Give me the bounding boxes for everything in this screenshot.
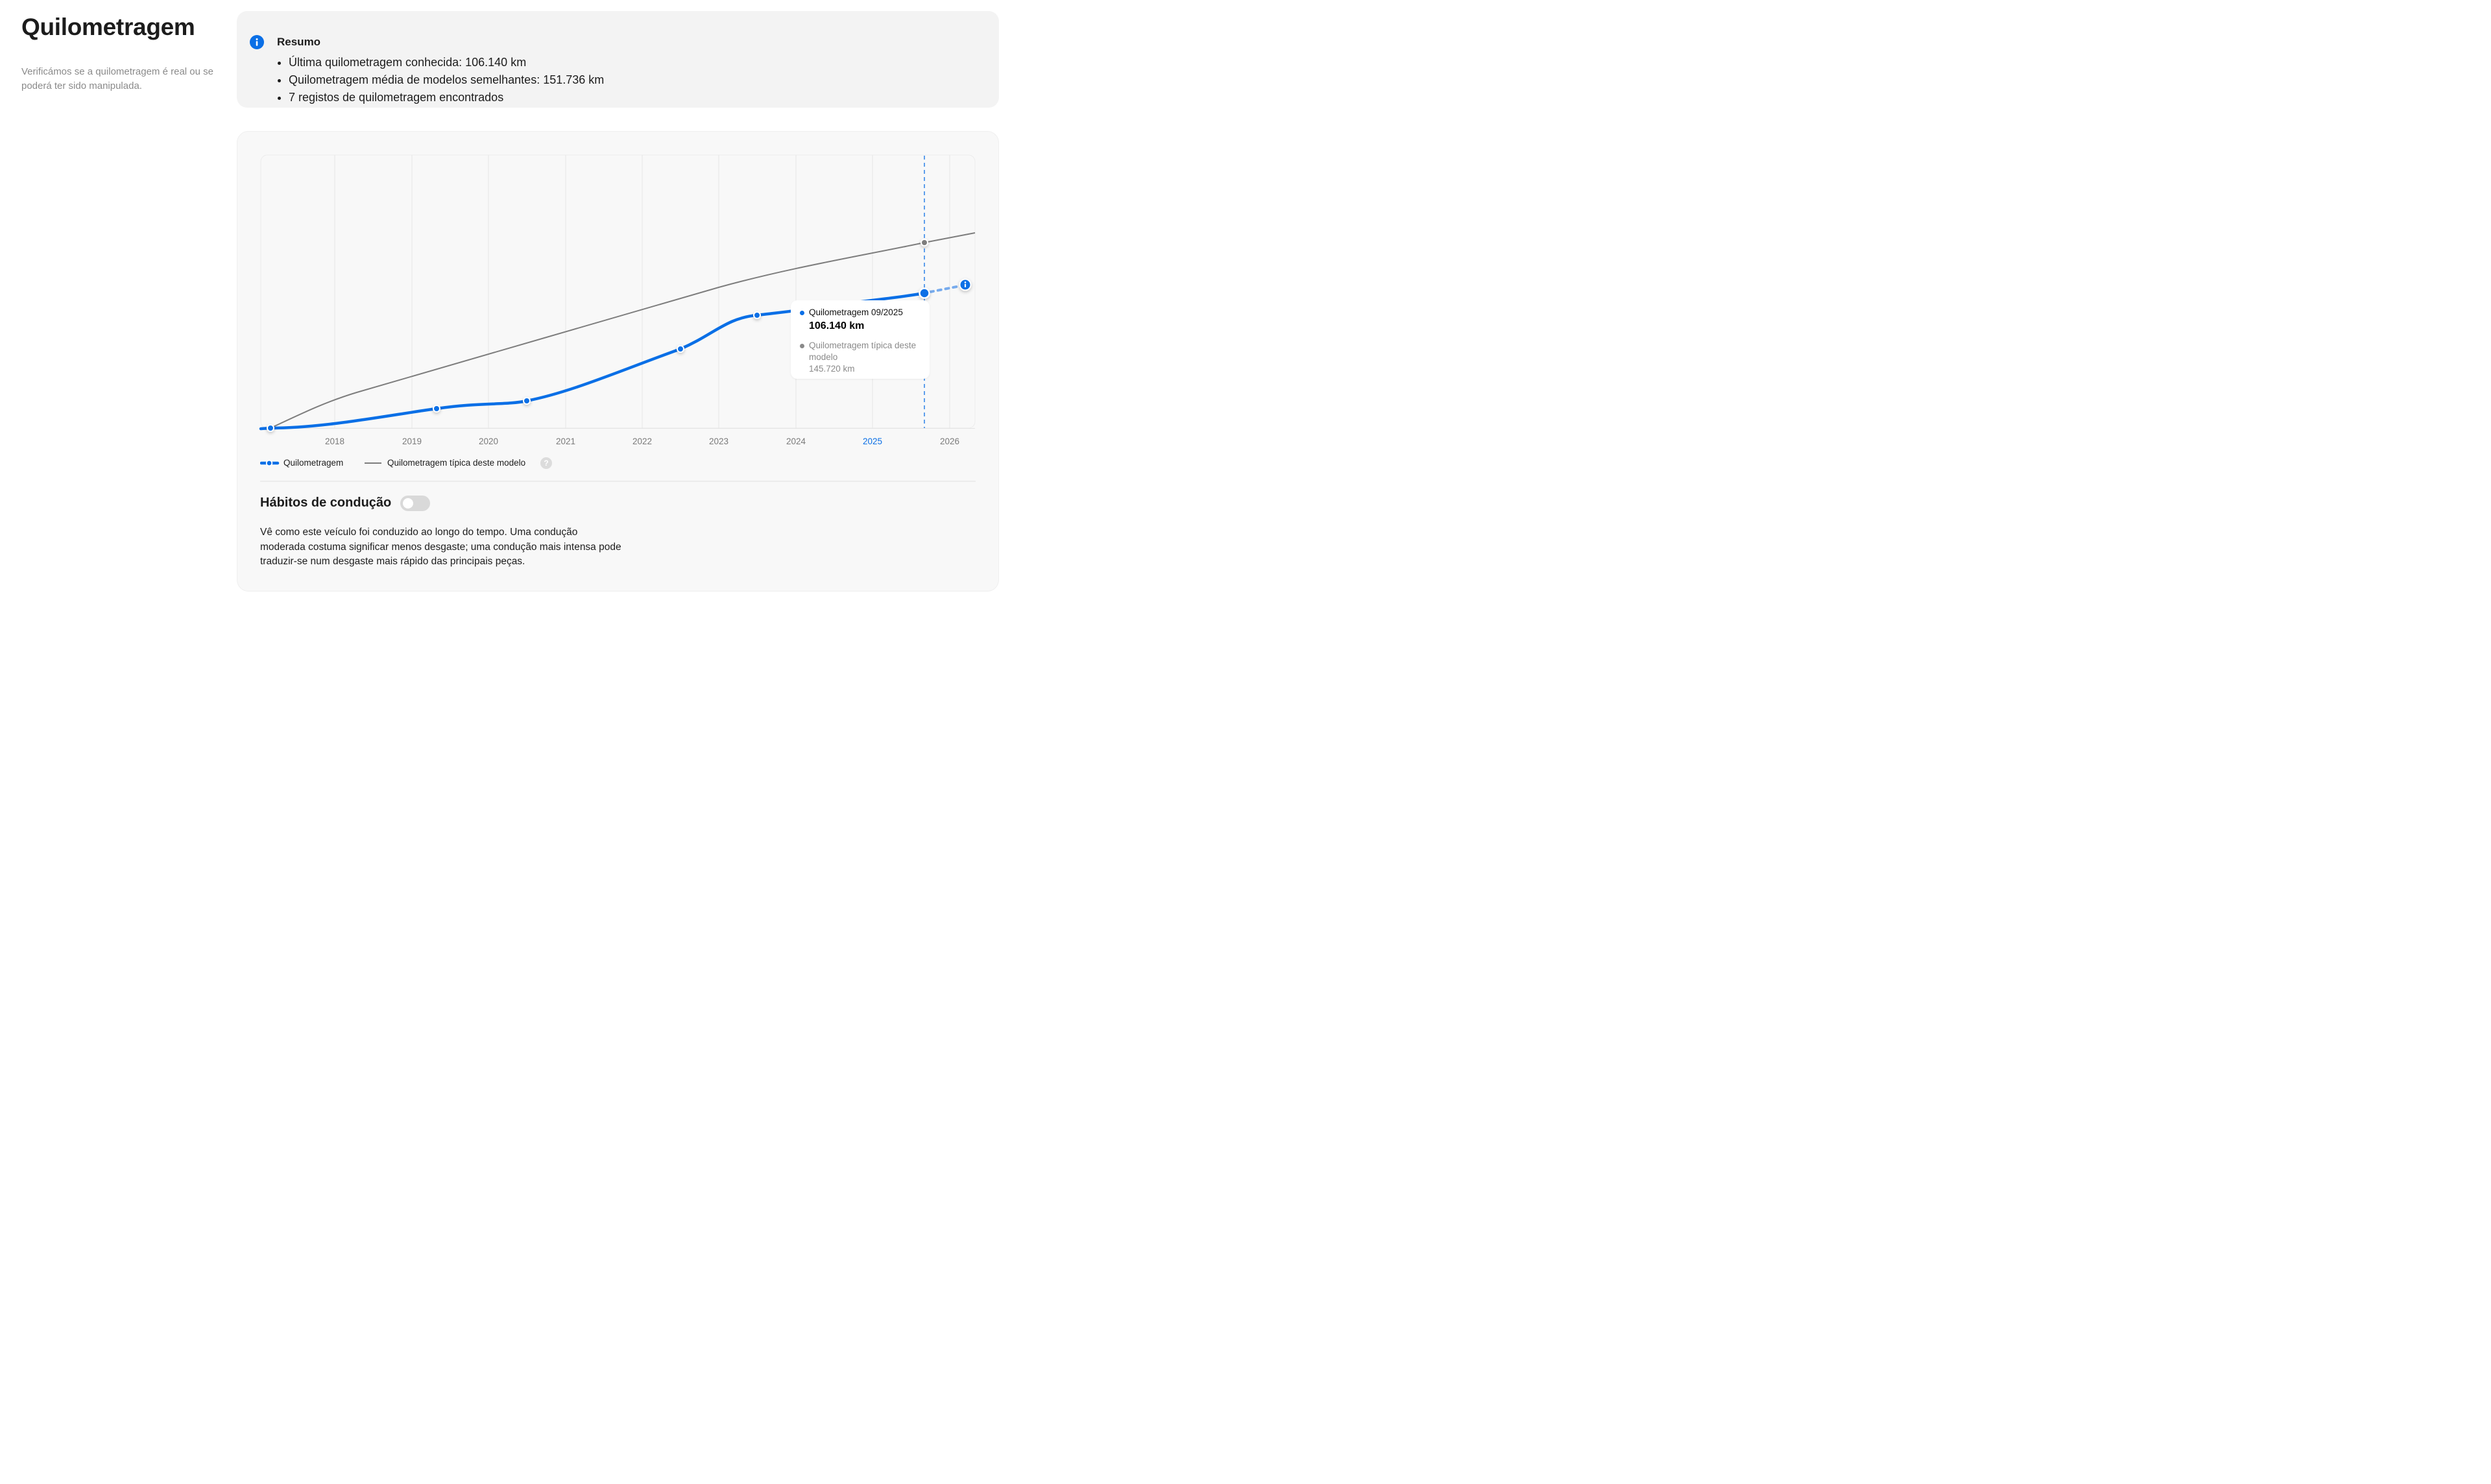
x-tick-2021: 2021 bbox=[555, 437, 576, 446]
chart-tooltip: Quilometragem 09/2025 106.140 km Quilome… bbox=[791, 300, 930, 379]
data-point[interactable] bbox=[677, 345, 684, 353]
x-tick-2026: 2026 bbox=[939, 437, 960, 446]
page-title: Quilometragem bbox=[21, 14, 195, 40]
projection-info-icon[interactable] bbox=[959, 278, 972, 291]
summary-item: 7 registos de quilometragem encontrados bbox=[289, 89, 604, 106]
typical-mileage-line bbox=[270, 232, 976, 429]
x-tick-2018: 2018 bbox=[324, 437, 345, 446]
info-icon bbox=[250, 35, 264, 49]
page-header: Quilometragem Verificámos se a quilometr… bbox=[21, 13, 216, 93]
toggle-knob bbox=[403, 498, 413, 509]
driving-habits-title: Hábitos de condução bbox=[260, 496, 392, 510]
mileage-dot-icon bbox=[800, 311, 804, 315]
x-tick-2020: 2020 bbox=[478, 437, 499, 446]
page-description: Verificámos se a quilometragem é real ou… bbox=[21, 66, 213, 91]
x-tick-2025: 2025 bbox=[862, 437, 883, 446]
section-divider bbox=[260, 481, 976, 482]
summary-list: Última quilometragem conhecida: 106.140 … bbox=[277, 54, 604, 106]
data-point[interactable] bbox=[267, 424, 274, 432]
data-point-active[interactable] bbox=[919, 287, 930, 299]
tooltip-mileage: Quilometragem 09/2025 106.140 km bbox=[800, 307, 922, 333]
mileage-points[interactable] bbox=[267, 239, 930, 432]
mileage-legend-icon bbox=[260, 459, 280, 467]
tooltip-typical: Quilometragem típica deste modelo 145.72… bbox=[800, 340, 922, 375]
x-tick-2024: 2024 bbox=[786, 437, 806, 446]
x-tick-2022: 2022 bbox=[632, 437, 653, 446]
tooltip-typical-label: Quilometragem típica deste modelo bbox=[809, 341, 917, 362]
typical-dot-icon bbox=[800, 344, 804, 348]
tooltip-typical-value: 145.720 km bbox=[809, 364, 855, 374]
driving-habits-description: Vê como este veículo foi conduzido ao lo… bbox=[260, 527, 621, 567]
mileage-projection bbox=[929, 285, 961, 293]
legend-mileage[interactable]: Quilometragem bbox=[283, 458, 344, 468]
summary-item: Última quilometragem conhecida: 106.140 … bbox=[289, 54, 604, 71]
mileage-chart[interactable] bbox=[0, 0, 996, 593]
typical-legend-icon bbox=[365, 462, 381, 464]
gridlines bbox=[334, 155, 950, 428]
x-tick-2023: 2023 bbox=[708, 437, 729, 446]
tooltip-mileage-label: Quilometragem 09/2025 bbox=[809, 307, 903, 317]
help-icon[interactable]: ? bbox=[540, 457, 552, 469]
driving-habits-toggle[interactable] bbox=[400, 496, 430, 511]
summary-title: Resumo bbox=[277, 36, 321, 48]
data-point[interactable] bbox=[433, 405, 440, 413]
legend-typical[interactable]: Quilometragem típica deste modelo bbox=[387, 458, 526, 468]
data-point[interactable] bbox=[523, 397, 531, 405]
data-point[interactable] bbox=[753, 311, 761, 319]
x-tick-2019: 2019 bbox=[402, 437, 422, 446]
summary-item: Quilometragem média de modelos semelhant… bbox=[289, 71, 604, 89]
typical-point-active[interactable] bbox=[921, 239, 928, 246]
plot-area bbox=[260, 154, 976, 429]
summary-box: Resumo Última quilometragem conhecida: 1… bbox=[237, 11, 999, 108]
tooltip-mileage-value: 106.140 km bbox=[809, 320, 865, 331]
